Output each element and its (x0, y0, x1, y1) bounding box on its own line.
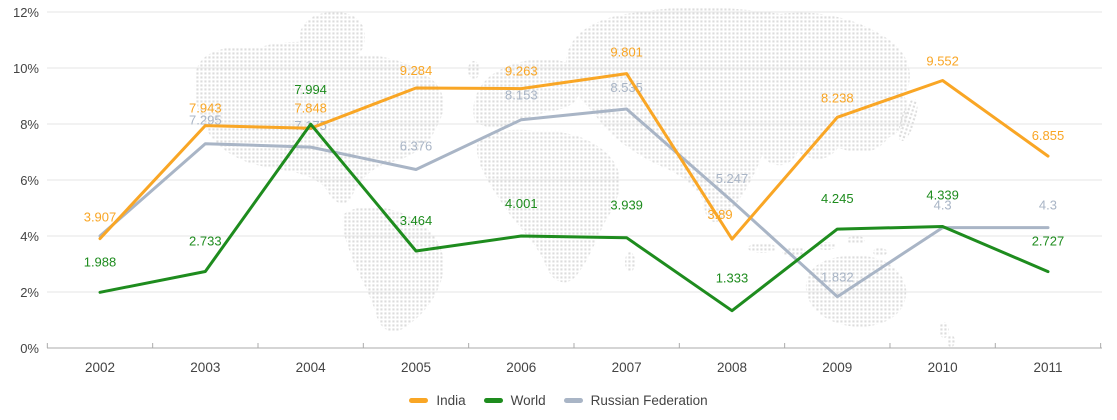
y-axis-tick-label: 2% (20, 285, 39, 300)
value-label-india: 7.943 (189, 101, 222, 116)
map-continent (805, 255, 907, 327)
map-island (816, 242, 836, 250)
y-axis-tick-label: 10% (13, 61, 39, 76)
map-island (748, 243, 776, 253)
map-continent (342, 206, 444, 332)
map-continent (565, 7, 910, 223)
x-axis-year-label: 2008 (717, 360, 747, 375)
world-series-swatch (483, 398, 503, 403)
x-axis-year-label: 2010 (928, 360, 958, 375)
series-line-russian-federation (98, 107, 1050, 299)
legend-label-russian-federation: Russian Federation (590, 393, 708, 408)
legend-item-world[interactable]: World (483, 393, 546, 408)
map-island (847, 236, 865, 244)
legend-item-russian-federation[interactable]: Russian Federation (563, 393, 708, 408)
value-label-world: 4.245 (821, 191, 854, 206)
value-label-russian-federation: 8.153 (505, 88, 538, 103)
x-axis-year-label: 2011 (1033, 360, 1062, 375)
value-label-india: 7.848 (294, 100, 327, 115)
value-label-india: 6.855 (1032, 128, 1065, 143)
value-label-india: 9.284 (400, 63, 433, 78)
value-label-world: 4.339 (926, 188, 959, 203)
map-continent (476, 129, 620, 283)
x-axis: 2002 2003 2004 2005 2006 2007 2008 2009 2010 2011 (46, 343, 1102, 375)
value-label-russian-federation: 6.376 (400, 138, 433, 153)
legend-item-india[interactable]: India (409, 393, 466, 408)
series-line-india (98, 72, 1050, 241)
map-island (939, 322, 949, 338)
map-island (782, 247, 806, 257)
map-continent (473, 59, 582, 129)
x-axis-year-label: 2004 (296, 360, 327, 375)
series-world: 1.988 2.733 7.994 3.464 4.001 3.939 1.333 4.245… (84, 82, 1065, 313)
map-island (625, 252, 635, 272)
value-label-india: 9.552 (926, 54, 959, 69)
value-label-russian-federation: 7.295 (189, 113, 222, 128)
value-label-world: 2.727 (1032, 234, 1065, 249)
value-label-russian-federation: 1.832 (821, 270, 854, 285)
map-island (873, 248, 887, 256)
value-label-india: 3.89 (707, 207, 732, 222)
line-chart: 0% 2% 4% 6% 8% 10% 12% 2002 2003 2004 2005 2006 2007… (13, 5, 1102, 375)
x-axis-year-label: 2009 (822, 360, 852, 375)
value-label-russian-federation: 5.247 (716, 171, 749, 186)
legend-label-world: World (510, 393, 546, 408)
y-axis-tick-label: 4% (20, 229, 39, 244)
value-label-russian-federation: 4.3 (934, 198, 952, 213)
value-label-world: 4.001 (505, 196, 538, 211)
x-axis-year-label: 2005 (401, 360, 431, 375)
russian-federation-series-swatch (563, 398, 583, 403)
value-label-world: 7.994 (294, 82, 327, 97)
value-label-india: 9.801 (610, 45, 643, 60)
y-axis-tick-label: 12% (13, 5, 39, 20)
y-axis-labels: 0% 2% 4% 6% 8% 10% 12% (13, 5, 39, 356)
value-label-world: 3.939 (610, 198, 643, 213)
value-label-india: 9.263 (505, 64, 538, 79)
value-label-india: 8.238 (821, 90, 854, 105)
india-series-swatch (409, 398, 429, 403)
map-island (898, 98, 918, 142)
value-label-india: 3.907 (84, 210, 117, 225)
y-axis-tick-label: 0% (20, 341, 39, 356)
x-axis-year-label: 2006 (506, 360, 536, 375)
map-island (468, 61, 480, 79)
x-axis-year-label: 2002 (85, 360, 115, 375)
y-axis-tick-label: 6% (20, 173, 39, 188)
value-label-world: 1.333 (716, 271, 749, 286)
y-axis-tick-label: 8% (20, 117, 39, 132)
series-india: 3.907 7.943 7.848 9.284 9.263 9.801 3.89 8.238 9… (84, 45, 1065, 241)
x-axis-year-label: 2007 (612, 360, 642, 375)
legend-label-india: India (436, 393, 466, 408)
x-axis-year-label: 2003 (190, 360, 220, 375)
chart-legend: India World Russian Federation (0, 393, 1117, 408)
series-line-world (98, 122, 1050, 313)
value-label-world: 1.988 (84, 254, 117, 269)
gridlines (47, 11, 1102, 293)
value-label-russian-federation: 4.3 (1039, 198, 1057, 213)
value-label-world: 2.733 (189, 233, 222, 248)
value-label-world: 3.464 (400, 213, 433, 228)
map-island (947, 335, 955, 347)
